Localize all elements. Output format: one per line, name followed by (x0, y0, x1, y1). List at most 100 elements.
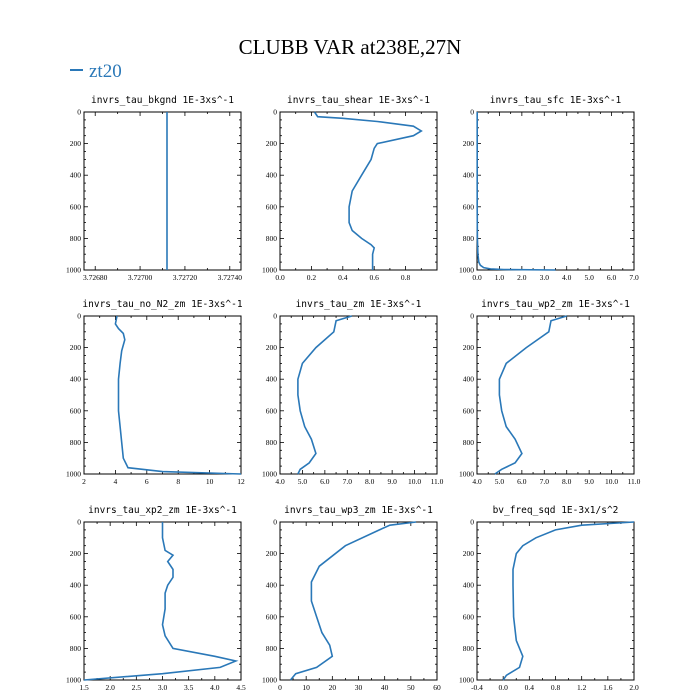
y-tick-label: 600 (266, 612, 278, 621)
y-tick-label: 600 (463, 406, 475, 415)
x-tick-label: 5.0 (584, 273, 594, 282)
x-tick-label: 9.0 (387, 477, 397, 486)
series-line-zt20 (114, 315, 242, 475)
y-tick-label: 600 (463, 612, 475, 621)
panel-title: invrs_tau_bkgnd 1E-3xs^-1 (91, 95, 234, 106)
y-tick-label: 1000 (66, 266, 81, 275)
y-tick-label: 0 (470, 518, 474, 527)
x-tick-label: 30 (355, 683, 363, 692)
x-tick-label: 7.0 (540, 477, 550, 486)
x-tick-label: 2.5 (132, 683, 142, 692)
x-tick-label: 20 (329, 683, 337, 692)
figure-title: CLUBB VAR at238E,27N (239, 35, 462, 59)
chart-panel: invrs_tau_sfc 1E-3xs^-1 0 200 400 600 800 1000… (459, 95, 639, 282)
x-tick-label: 8.0 (365, 477, 375, 486)
y-tick-label: 200 (70, 343, 82, 352)
x-tick-label: 3.72700 (128, 273, 153, 282)
panel-title: invrs_tau_wp2_zm 1E-3xs^-1 (481, 299, 630, 310)
series-line-zt20 (297, 315, 353, 475)
chart-panel: invrs_tau_no_N2_zm 1E-3xs^-10 200 400 600 80… (66, 299, 245, 486)
panel-title: invrs_tau_shear 1E-3xs^-1 (287, 95, 430, 106)
x-tick-label: 10 (302, 683, 310, 692)
x-tick-label: 3.0 (158, 683, 168, 692)
x-tick-label: 10.0 (605, 477, 618, 486)
y-tick-label: 0 (470, 108, 474, 117)
y-tick-label: 0 (470, 312, 474, 321)
x-tick-label: 1.5 (79, 683, 89, 692)
x-tick-label: 1.2 (577, 683, 587, 692)
y-tick-label: 0 (273, 518, 277, 527)
panel-title: invrs_tau_no_N2_zm 1E-3xs^-1 (82, 299, 242, 310)
x-tick-label: 10 (206, 477, 214, 486)
x-tick-label: 2 (82, 477, 86, 486)
panel-title: invrs_tau_wp3_zm 1E-3xs^-1 (284, 505, 433, 516)
x-tick-label: 4.5 (236, 683, 246, 692)
y-tick-label: 0 (273, 108, 277, 117)
x-tick-label: 0.0 (275, 273, 285, 282)
x-tick-label: 3.5 (184, 683, 194, 692)
x-tick-label: 6.0 (517, 477, 527, 486)
x-tick-label: 3.72680 (83, 273, 108, 282)
y-tick-label: 400 (70, 581, 82, 590)
x-tick-label: 1.6 (603, 683, 613, 692)
panel-title: invrs_tau_zm 1E-3xs^-1 (296, 299, 422, 310)
plot-frame (279, 315, 438, 475)
legend-label: zt20 (89, 61, 122, 82)
x-tick-label: 0.0 (498, 683, 508, 692)
plot-frame (476, 521, 635, 681)
x-tick-label: 12 (237, 477, 245, 486)
y-tick-label: 200 (463, 343, 475, 352)
x-tick-label: 5.0 (298, 477, 308, 486)
y-tick-label: 200 (70, 139, 82, 148)
x-tick-label: 7.0 (343, 477, 353, 486)
y-tick-label: 1000 (459, 266, 474, 275)
y-tick-label: 400 (266, 581, 278, 590)
y-tick-label: 800 (463, 644, 475, 653)
chart-panels: invrs_tau_bkgnd 1E-3xs^-1020040060080010… (66, 95, 641, 692)
x-tick-label: 6 (145, 477, 149, 486)
x-tick-label: 3.72720 (173, 273, 198, 282)
y-tick-label: 400 (266, 171, 278, 180)
y-tick-label: 200 (266, 343, 278, 352)
x-tick-label: 60 (433, 683, 441, 692)
y-tick-label: 400 (70, 375, 82, 384)
y-tick-label: 400 (266, 375, 278, 384)
y-tick-label: 1000 (262, 266, 277, 275)
series-line-zt20 (494, 315, 567, 475)
y-tick-label: 800 (266, 438, 278, 447)
chart-panel: invrs_tau_xp2_zm 1E-3xs^-1 0 200 400 600 800 1… (66, 505, 246, 692)
y-tick-label: 600 (70, 202, 82, 211)
panel-title: invrs_tau_sfc 1E-3xs^-1 (490, 95, 622, 106)
x-tick-label: 10.0 (408, 477, 421, 486)
y-tick-label: 200 (463, 549, 475, 558)
x-tick-label: 0.4 (525, 683, 535, 692)
series-line-zt20 (313, 111, 423, 270)
x-tick-label: 0.4 (338, 273, 348, 282)
x-tick-label: 3.0 (540, 273, 550, 282)
x-tick-label: 5.0 (495, 477, 505, 486)
y-tick-label: 0 (273, 312, 277, 321)
x-tick-label: 4.0 (562, 273, 572, 282)
y-tick-label: 600 (266, 202, 278, 211)
y-tick-label: 200 (463, 139, 475, 148)
series-line-zt20 (476, 112, 556, 271)
y-tick-label: 0 (77, 108, 81, 117)
y-tick-label: 600 (463, 202, 475, 211)
y-tick-label: 0 (77, 312, 81, 321)
y-tick-label: 800 (463, 438, 475, 447)
y-tick-label: 800 (70, 234, 82, 243)
plot-frame (83, 315, 242, 475)
plot-frame (476, 111, 635, 271)
x-tick-label: 7.0 (629, 273, 639, 282)
x-tick-label: 0.0 (472, 273, 482, 282)
x-tick-label: 6.0 (607, 273, 617, 282)
y-tick-label: 800 (463, 234, 475, 243)
chart-panel: bv_freq_sqd 1E-3x1/s^2 0 200 400 600 800 1000-… (459, 505, 639, 692)
y-tick-label: 1000 (262, 676, 277, 685)
panel-title: bv_freq_sqd 1E-3x1/s^2 (493, 505, 619, 516)
chart-panel: invrs_tau_bkgnd 1E-3xs^-1 0 200 400 600 800 10… (66, 95, 242, 282)
y-tick-label: 0 (77, 518, 81, 527)
y-tick-label: 800 (266, 644, 278, 653)
y-tick-label: 200 (266, 549, 278, 558)
